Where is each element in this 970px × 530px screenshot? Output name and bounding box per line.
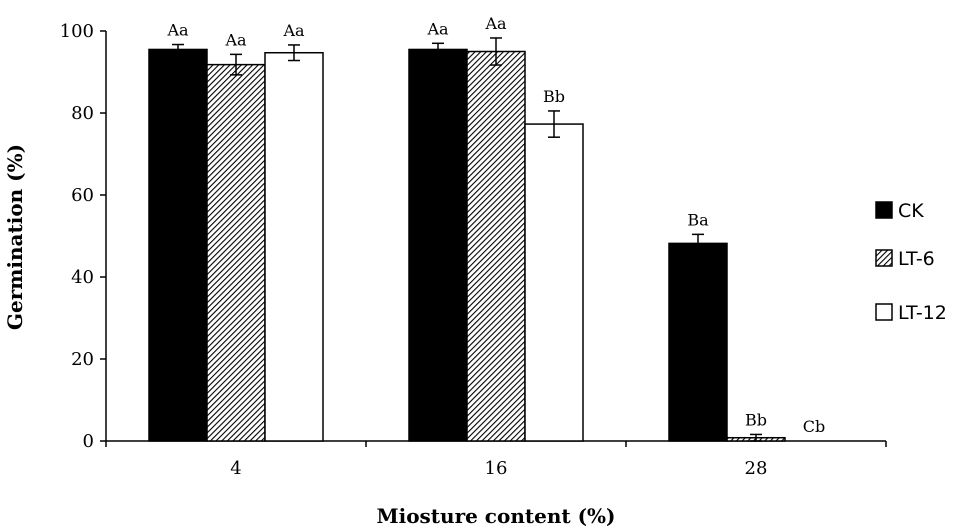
legend-label: LT-6 xyxy=(898,248,935,270)
legend: CK LT-6 LT-12 xyxy=(875,200,947,324)
legend-swatch-ck xyxy=(875,201,893,219)
bars xyxy=(148,37,786,442)
data-label: Bb xyxy=(543,87,565,106)
bar-lt-12-4 xyxy=(264,51,324,442)
legend-swatch-lt-6 xyxy=(875,249,893,267)
x-tick-label: 28 xyxy=(745,458,768,479)
legend-label: LT-12 xyxy=(898,302,947,324)
data-label: Ba xyxy=(687,210,709,229)
y-tick-label: 0 xyxy=(83,431,94,452)
y-axis-title: Germination (%) xyxy=(3,144,27,330)
bar-lt-12-16 xyxy=(524,123,584,442)
bar-ck-4 xyxy=(148,48,208,442)
y-tick-label: 100 xyxy=(60,21,94,42)
y-tick-label: 40 xyxy=(71,267,94,288)
y-tick-label: 60 xyxy=(71,185,94,206)
data-labels: Aa Aa Ba Aa Aa Bb Aa Bb Cb xyxy=(166,14,825,436)
data-label: Aa xyxy=(484,14,507,33)
data-label: Aa xyxy=(224,30,247,49)
data-label: Aa xyxy=(426,19,449,38)
data-label: Cb xyxy=(803,417,825,436)
data-label: Bb xyxy=(745,410,767,429)
legend-swatch-lt-12 xyxy=(875,303,893,321)
data-label: Aa xyxy=(282,21,305,40)
x-tick-label: 4 xyxy=(230,458,241,479)
x-tick-label: 16 xyxy=(485,458,508,479)
y-tick-label: 80 xyxy=(71,103,94,124)
bar-lt-6-16 xyxy=(466,50,526,442)
y-tick-label: 20 xyxy=(71,349,94,370)
bar-lt-6-4 xyxy=(206,63,266,442)
bar-ck-28 xyxy=(668,242,728,442)
data-label: Aa xyxy=(166,21,189,40)
bar-ck-16 xyxy=(408,48,468,442)
x-axis-title: Miosture content (%) xyxy=(376,504,615,528)
legend-label: CK xyxy=(898,200,924,222)
